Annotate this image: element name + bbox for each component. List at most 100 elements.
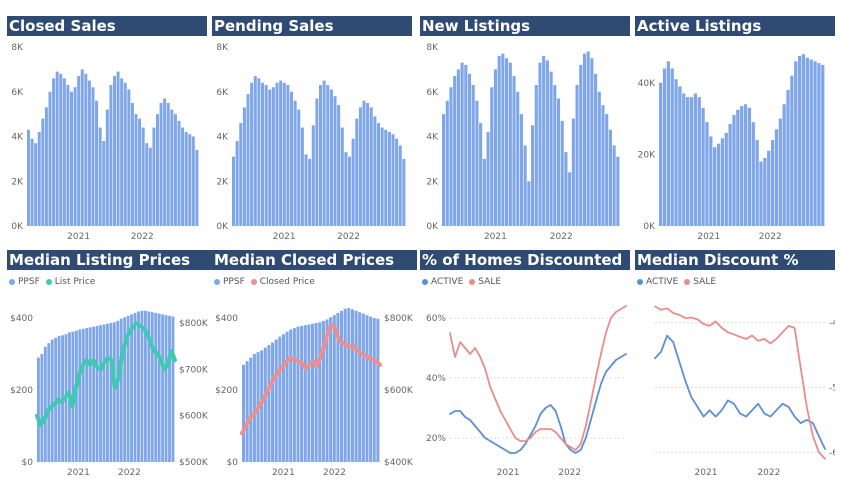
- y-tick-label: 0K: [426, 222, 439, 232]
- bar: [159, 102, 163, 226]
- bar: [249, 357, 253, 462]
- bar: [482, 158, 486, 226]
- y-tick-label: $0: [22, 458, 34, 468]
- legend-item-ppsf: PPSF: [9, 277, 40, 287]
- series-line-closed-price: [240, 323, 382, 436]
- bar: [358, 312, 362, 462]
- legend-item-sale: SALE: [684, 277, 716, 287]
- bar: [467, 73, 472, 226]
- legend-item-closed-price: Closed Price: [250, 277, 315, 287]
- bar: [755, 140, 759, 226]
- panel-title: New Listings: [420, 16, 630, 36]
- bar: [501, 53, 505, 227]
- bar: [239, 123, 243, 226]
- bar: [191, 136, 195, 226]
- bar: [30, 138, 34, 226]
- bar: [109, 323, 113, 462]
- bar: [286, 85, 290, 226]
- bar: [597, 91, 601, 226]
- bar: [740, 106, 744, 226]
- bar: [373, 116, 377, 226]
- bar: [308, 158, 312, 226]
- bar: [384, 129, 388, 226]
- legend-label: PPSF: [223, 277, 245, 287]
- bar: [52, 78, 56, 226]
- bar: [102, 324, 106, 462]
- legend-item-active: ACTIVE: [422, 277, 463, 287]
- bar: [37, 357, 40, 462]
- bar: [326, 85, 330, 226]
- y-tick-label: 4K: [216, 133, 229, 143]
- y-tick-label: 20%: [426, 434, 446, 444]
- bar: [724, 132, 728, 226]
- y2-tick-label: $800K: [179, 319, 209, 329]
- bar: [778, 118, 782, 226]
- bar: [315, 98, 319, 226]
- bar: [358, 107, 362, 226]
- bar: [271, 87, 275, 227]
- bar: [74, 330, 78, 462]
- bar: [43, 346, 47, 462]
- bar: [253, 76, 257, 227]
- bar: [743, 104, 748, 226]
- bar: [728, 123, 732, 226]
- bar: [246, 93, 250, 226]
- active-listings-chart: 0K 20K 40K 2021 2022: [638, 54, 825, 242]
- bar: [116, 320, 120, 462]
- y-tick-label: 8K: [426, 43, 439, 53]
- bar: [716, 143, 721, 226]
- bar: [181, 127, 185, 226]
- bar: [102, 140, 106, 226]
- bar: [605, 114, 609, 226]
- bar: [343, 308, 347, 462]
- bar: [78, 329, 82, 462]
- bar: [575, 85, 579, 226]
- bar: [311, 125, 315, 226]
- bar: [377, 123, 381, 226]
- bar: [318, 322, 322, 462]
- bar: [282, 82, 286, 226]
- pct-homes-discounted-panel: % of Homes Discounted ACTIVE SALE 20% 40%…: [420, 250, 630, 490]
- bar: [148, 147, 152, 226]
- bar: [62, 78, 66, 226]
- bar: [336, 312, 340, 462]
- bar: [285, 331, 289, 462]
- legend-label: List Price: [54, 277, 96, 287]
- bar: [322, 80, 326, 226]
- bar: [516, 91, 520, 226]
- bar: [701, 107, 705, 226]
- bar: [713, 147, 717, 226]
- legend-label: SALE: [693, 277, 717, 287]
- bar: [123, 82, 127, 226]
- bar: [289, 329, 293, 462]
- x-tick-label: 2022: [337, 232, 360, 242]
- legend-dot-icon: [422, 279, 428, 285]
- bar: [261, 82, 265, 226]
- panel-title: % of Homes Discounted: [420, 250, 630, 270]
- y-tick-label: $400: [215, 314, 238, 324]
- x-tick-label: 2022: [131, 232, 154, 242]
- legend-dot-icon: [214, 279, 220, 285]
- bar: [263, 347, 267, 462]
- bar: [88, 327, 92, 462]
- legend-dot-icon: [45, 279, 52, 285]
- bar: [81, 328, 85, 462]
- bar: [268, 89, 272, 226]
- bar: [109, 85, 113, 226]
- y2-tick-label: $700K: [179, 365, 209, 375]
- bar: [538, 62, 542, 226]
- bar: [340, 127, 344, 226]
- bar: [372, 318, 376, 462]
- bar: [150, 312, 154, 462]
- legend-label: SALE: [478, 277, 502, 287]
- bar: [348, 156, 352, 226]
- bar: [355, 118, 359, 226]
- bar: [689, 97, 694, 226]
- legend: ACTIVE SALE: [422, 275, 501, 289]
- y2-tick-label: $500K: [179, 458, 209, 468]
- bar: [344, 152, 348, 226]
- bar: [601, 105, 605, 226]
- bar: [608, 129, 612, 226]
- legend-label: ACTIVE: [646, 277, 679, 287]
- bar: [571, 118, 575, 226]
